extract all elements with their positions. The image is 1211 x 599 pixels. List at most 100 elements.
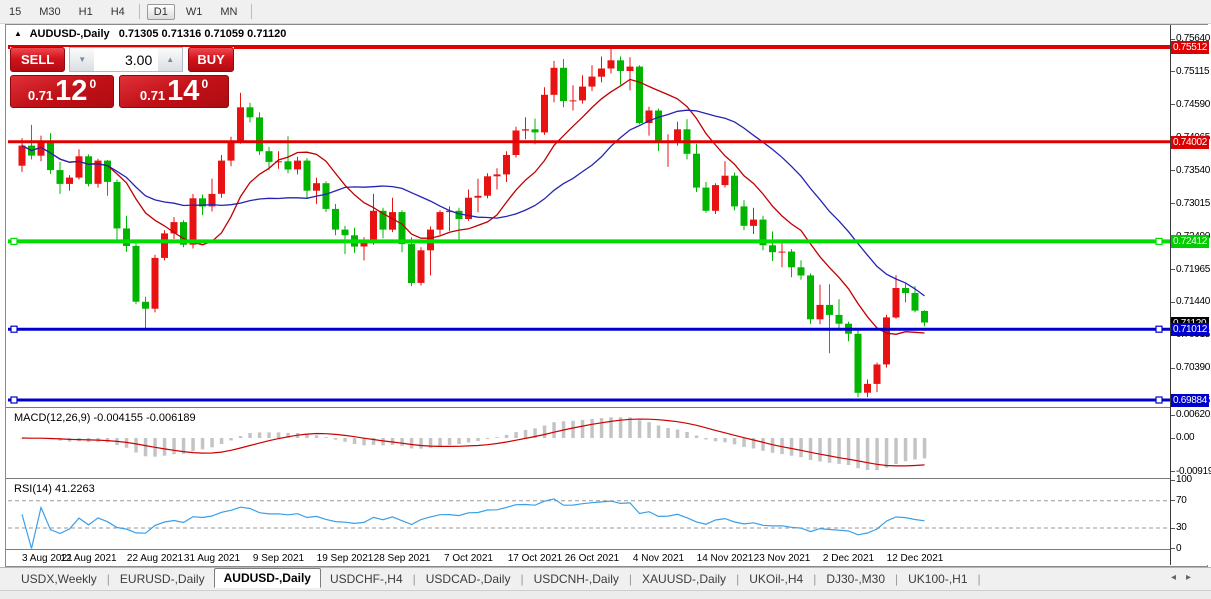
axis-tick-mark (1171, 170, 1175, 172)
sell-price-pips: 12 (55, 75, 88, 107)
price-level-badge: 0.71012 (1171, 323, 1209, 337)
volume-stepper: ▼ ▲ (69, 47, 184, 72)
timeframe-mn[interactable]: MN (220, 5, 238, 18)
date-axis-label: 2 Dec 2021 (823, 553, 875, 564)
date-axis-label: 23 Nov 2021 (754, 553, 811, 564)
axis-tick-label: 0.00 (1176, 432, 1195, 443)
axis-tick-mark (1171, 500, 1175, 502)
sell-price-quote[interactable]: 0.71 12 0 (10, 75, 114, 108)
timeframe-toolbar: 15 M30 H1 H4 D1 W1 MN (0, 0, 1211, 24)
tab-separator: | (736, 572, 740, 586)
tab-separator: | (106, 572, 110, 586)
buy-button[interactable]: BUY (188, 47, 234, 72)
expand-triangle-icon[interactable]: ▲ (14, 29, 22, 38)
axis-tick-mark (1171, 479, 1175, 481)
volume-input[interactable] (94, 48, 159, 71)
axis-tick-mark (1171, 471, 1175, 473)
rsi-name: RSI(14) (14, 483, 52, 495)
axis-tick-mark (1171, 104, 1175, 106)
axis-tick-label: 0.75115 (1176, 65, 1210, 77)
axis-tick-label: 0.71965 (1176, 263, 1211, 275)
sell-price-prefix: 0.71 (27, 88, 54, 103)
tab-audusd-daily[interactable]: AUDUSD-,Daily (213, 568, 321, 588)
date-axis-label: 7 Oct 2021 (444, 553, 493, 564)
date-axis-label: 17 Oct 2021 (508, 553, 563, 564)
axis-tick-mark (1171, 71, 1175, 73)
date-axis-label: 31 Aug 2021 (184, 553, 241, 564)
date-axis-label: 28 Sep 2021 (374, 553, 431, 564)
axis-tick-label: 0.73540 (1176, 164, 1211, 176)
sell-button[interactable]: SELL (10, 47, 66, 72)
buy-price-fraction: 0 (201, 77, 209, 91)
date-axis-label: 12 Aug 2021 (60, 553, 117, 564)
axis-tick-label: 0.73015 (1176, 197, 1211, 209)
toolbar-separator (251, 4, 253, 19)
date-axis-label: 26 Oct 2021 (565, 553, 620, 564)
axis-tick-mark (1171, 301, 1175, 303)
price-level-badge: 0.74002 (1171, 135, 1209, 149)
tab-usdcnh-daily[interactable]: USDCNH-,Daily (533, 572, 619, 586)
date-axis-label: 3 Aug 2021 (22, 553, 73, 564)
axis-tick-mark (1171, 548, 1175, 549)
price-axis[interactable]: 0.756400.751150.745900.740650.735400.730… (1170, 25, 1211, 565)
volume-decrease-button[interactable]: ▼ (70, 48, 95, 71)
macd-values: -0.004155 -0.006189 (93, 412, 196, 424)
date-axis-label: 22 Aug 2021 (127, 553, 184, 564)
date-axis-label: 14 Nov 2021 (697, 553, 754, 564)
axis-tick-label: 0.74590 (1176, 98, 1211, 110)
buy-price-pips: 14 (167, 75, 200, 107)
tab-separator: | (412, 572, 416, 586)
volume-increase-button[interactable]: ▲ (158, 48, 183, 71)
axis-tick-mark (1171, 269, 1175, 270)
timeframe-w1[interactable]: W1 (185, 5, 203, 18)
date-axis-label: 9 Sep 2021 (253, 553, 305, 564)
axis-tick-label: 70 (1176, 494, 1187, 506)
axis-tick-mark (1171, 38, 1175, 40)
pane-divider (6, 549, 1207, 550)
axis-tick-mark (1171, 414, 1175, 416)
chart-symbol-label: AUDUSD-,Daily (29, 28, 110, 40)
status-bar (0, 590, 1211, 599)
tab-eurusd-daily[interactable]: EURUSD-,Daily (119, 572, 205, 586)
tab-scroll-left-icon[interactable]: ◂ (1170, 572, 1186, 583)
axis-tick-label: 0.71440 (1176, 296, 1211, 308)
pane-divider[interactable] (6, 478, 1207, 479)
chart-title: ▲ AUDUSD-,Daily 0.71305 0.71316 0.71059 … (14, 28, 286, 40)
axis-tick-mark (1171, 437, 1175, 439)
axis-tick-label: 0.75640 (1176, 33, 1211, 44)
date-axis-label: 4 Nov 2021 (633, 553, 685, 564)
tab-dj30-m30[interactable]: DJ30-,M30 (826, 572, 886, 586)
buy-price-quote[interactable]: 0.71 14 0 (119, 75, 229, 108)
axis-tick-label: 0 (1176, 542, 1182, 554)
axis-tick-label: 30 (1176, 522, 1187, 533)
tab-uk100-h1[interactable]: UK100-,H1 (908, 572, 968, 586)
timeframe-m15[interactable]: 15 (9, 5, 22, 18)
date-axis-label: 12 Dec 2021 (887, 553, 944, 564)
macd-name: MACD(12,26,9) (14, 412, 91, 424)
tab-scroll-arrows[interactable]: ◂▸ (1171, 572, 1201, 583)
toolbar-separator (138, 4, 140, 19)
timeframe-h4[interactable]: H4 (110, 5, 125, 18)
tab-ukoil-h4[interactable]: UKOil-,H4 (749, 572, 804, 586)
tab-separator: | (520, 572, 524, 586)
rsi-value: 41.2263 (54, 483, 95, 495)
price-level-badge: 0.75512 (1171, 41, 1209, 54)
tab-separator: | (895, 572, 899, 586)
sell-price-fraction: 0 (89, 77, 97, 91)
axis-tick-mark (1171, 527, 1175, 529)
axis-tick-label: -0.009197 (1176, 465, 1211, 477)
tab-usdcad-daily[interactable]: USDCAD-,Daily (425, 572, 511, 586)
one-click-trade-panel: SELL ▼ ▲ BUY 0.71 12 0 0.71 14 0 (10, 47, 234, 109)
tab-usdx-weekly[interactable]: USDX,Weekly (21, 572, 97, 586)
timeframe-d1[interactable]: D1 (146, 3, 175, 20)
chart-ohlc-readout: 0.71305 0.71316 0.71059 0.71120 (118, 28, 287, 40)
tab-usdchf-h4[interactable]: USDCHF-,H4 (329, 572, 403, 586)
tab-xauusd-daily[interactable]: XAUUSD-,Daily (642, 572, 727, 586)
timeframe-h1[interactable]: H1 (78, 5, 93, 18)
tab-scroll-right-icon[interactable]: ▸ (1185, 572, 1201, 583)
axis-tick-label: 0.006201 (1176, 409, 1211, 421)
axis-tick-label: 0.70390 (1176, 362, 1211, 374)
timeframe-m30[interactable]: M30 (39, 5, 61, 18)
pane-divider[interactable] (6, 407, 1207, 408)
